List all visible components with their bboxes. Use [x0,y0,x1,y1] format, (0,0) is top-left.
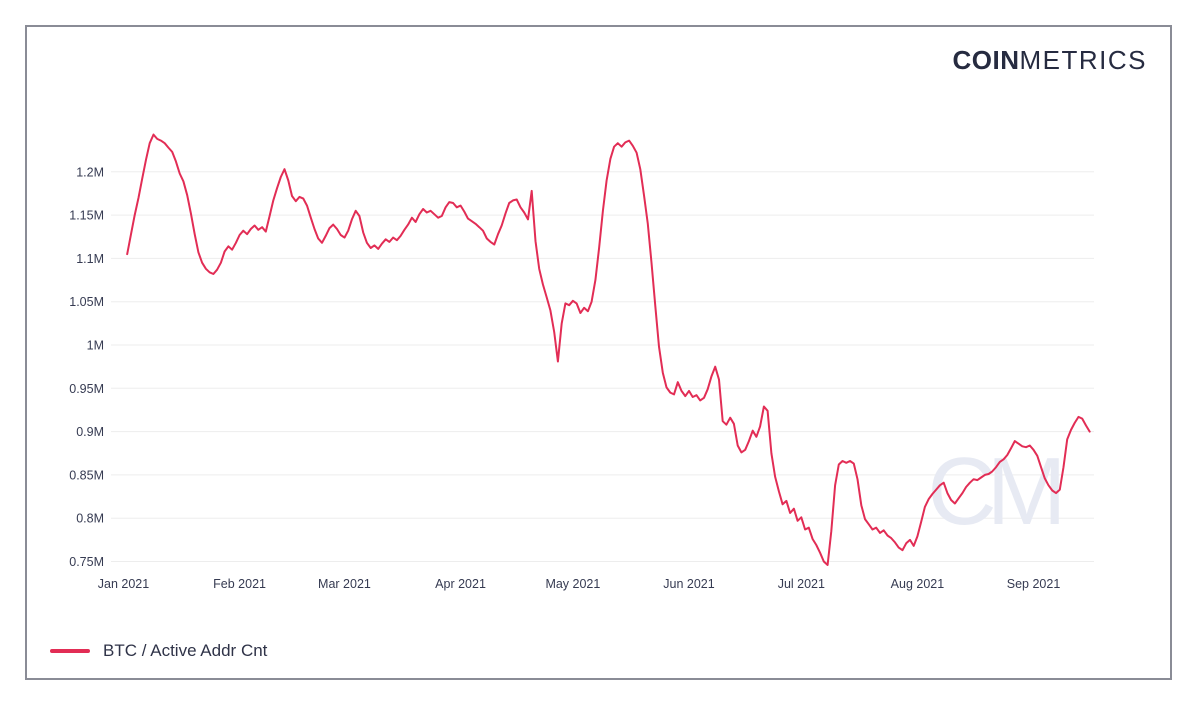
watermark-text: CM [927,438,1059,545]
x-axis-tick-label: Sep 2021 [1007,577,1061,591]
y-axis-tick-label: 0.9M [76,425,104,439]
legend-label: BTC / Active Addr Cnt [103,641,268,660]
x-axis-tick-label: Mar 2021 [318,577,371,591]
y-axis-tick-label: 1.2M [76,165,104,179]
chart-card [25,25,1172,680]
series-line-btc-active-addr-cnt [126,133,1091,566]
x-axis-tick-label: Jan 2021 [98,577,149,591]
x-axis-tick-label: Apr 2021 [435,577,486,591]
legend-item-btc-active-addr-cnt[interactable]: BTC / Active Addr Cnt [50,641,267,661]
y-axis-tick-label: 0.95M [69,382,104,396]
legend: BTC / Active Addr Cnt [50,641,267,661]
x-axis-tick-label: Jun 2021 [663,577,714,591]
x-axis-tick-label: May 2021 [545,577,600,591]
brand-logo: COINMETRICS [953,45,1148,76]
y-axis-tick-label: 0.75M [69,555,104,569]
legend-swatch [50,649,90,653]
y-axis-tick-label: 1M [87,339,104,353]
brand-logo-metrics: METRICS [1019,45,1147,75]
y-axis-tick-label: 1.15M [69,209,104,223]
x-axis-tick-label: Jul 2021 [778,577,825,591]
brand-logo-coin: COIN [952,45,1020,75]
y-axis-tick-label: 0.85M [69,468,104,482]
y-axis-tick-label: 1.05M [69,295,104,309]
y-axis-tick-label: 1.1M [76,252,104,266]
x-axis-tick-label: Aug 2021 [891,577,945,591]
x-axis-tick-label: Feb 2021 [213,577,266,591]
y-axis-tick-label: 0.8M [76,512,104,526]
